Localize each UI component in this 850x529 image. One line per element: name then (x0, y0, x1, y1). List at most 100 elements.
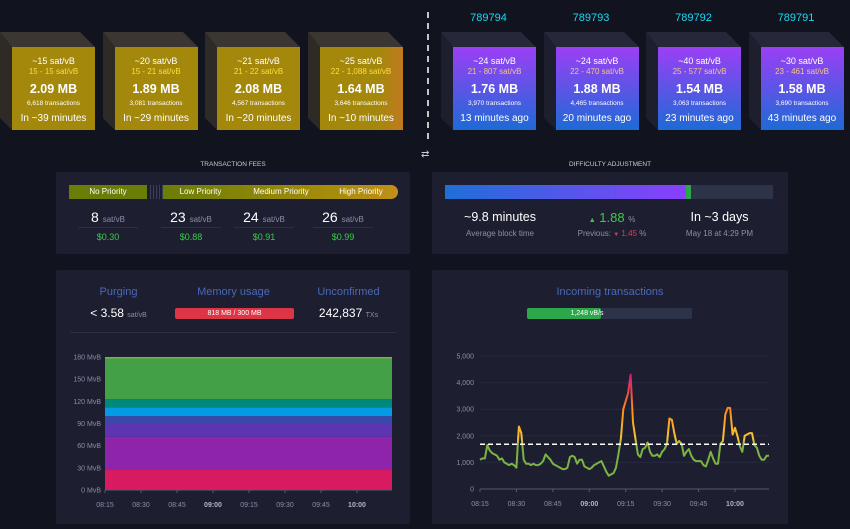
fee-value: 23 (170, 209, 186, 225)
incoming-line (479, 373, 769, 477)
fees-title: Transaction Fees (200, 161, 266, 168)
avg-block-time: ~9.8 minutes (464, 210, 536, 224)
switch-arrows-icon[interactable]: ⇄ (421, 149, 430, 160)
previous-value: 1.45 (621, 229, 637, 238)
fee-column: 26 sat/vB $0.99 (303, 209, 383, 242)
block-height[interactable]: 789794 (470, 12, 507, 24)
x-tick-label: 09:45 (312, 502, 330, 509)
fee-range: 15 - 21 sat/vB (131, 67, 181, 76)
difficulty-progress-bar (445, 185, 773, 199)
median-fee: ~30 sat/vB (780, 56, 824, 66)
incoming-chart[interactable]: 0 1,000 2,000 3,000 4,000 5,000 08:15 08:30 08:4… (432, 340, 788, 520)
fee-usd: $0.30 (96, 232, 120, 242)
mempool-block[interactable]: ~21 sat/vB 21 - 22 sat/vB 2.08 MB 4,567 tra… (205, 32, 301, 132)
mempool-block[interactable]: ~15 sat/vB 15 - 15 sat/vB 2.09 MB 6,618 tra… (0, 32, 96, 132)
x-tick-label: 09:30 (276, 502, 294, 509)
tx-count: 4,567 transactions (231, 100, 286, 107)
block-time: In ~29 minutes (123, 113, 189, 124)
fees-panel: No Priority Low Priority Medium Priority… (56, 172, 410, 254)
fee-usd: $0.88 (179, 232, 203, 242)
up-arrow-icon: ▲ (588, 217, 596, 224)
mempool-block[interactable]: ~25 sat/vB 22 - 1,088 sat/vB 1.64 MB 3,646 … (307, 32, 404, 132)
priority-bar: Low Priority Medium Priority High Priori… (163, 185, 398, 199)
tx-count: 3,081 transactions (129, 100, 183, 107)
memory-usage-label: Memory usage (197, 286, 270, 298)
fee-range: 25 - 577 sat/vB (672, 67, 727, 76)
block-time: 43 minutes ago (767, 113, 837, 124)
previous-change: Previous: ▼ 1.45 % (552, 229, 672, 238)
block-size: 1.88 MB (573, 82, 621, 96)
block-height[interactable]: 789793 (572, 12, 610, 24)
y-tick-label: 150 MvB (73, 377, 101, 384)
fee-range: 15 - 15 sat/vB (28, 67, 79, 76)
y-tick-label: 30 MvB (77, 465, 101, 472)
fee-rate: 24 sat/vB (234, 209, 294, 228)
y-tick-label: 4,000 (456, 380, 474, 387)
medium-priority-label: Medium Priority (253, 187, 309, 196)
fees-gap (150, 185, 164, 199)
block-size: 2.09 MB (29, 82, 78, 96)
block-height[interactable]: 789792 (675, 12, 712, 24)
mempool-size-chart[interactable]: 0 MvB 30 MvB 60 MvB 90 MvB 120 MvB 150 MvB 180… (56, 340, 410, 520)
tx-count: 4,465 transactions (570, 100, 624, 107)
x-tick-label: 10:00 (726, 501, 744, 508)
chain-block[interactable]: ~24 sat/vB 21 - 807 sat/vB 1.76 MB 3,970 tr… (441, 12, 537, 132)
y-tick-label: 0 MvB (81, 488, 101, 495)
memory-usage-bar: 818 MB / 300 MB (175, 308, 294, 319)
fee-value: 26 (322, 209, 338, 225)
area-layer-3 (105, 416, 392, 424)
median-fee: ~24 sat/vB (473, 56, 516, 66)
y-tick-label: 1,000 (456, 460, 474, 467)
block-size: 1.89 MB (132, 82, 180, 96)
tx-count: 3,063 transactions (672, 100, 727, 107)
incoming-rate-bar: 1,248 vB/s (527, 308, 692, 319)
incoming-title: Incoming transactions (556, 286, 664, 298)
chain-block[interactable]: ~24 sat/vB 22 - 470 sat/vB 1.88 MB 4,465 tr… (543, 12, 640, 132)
x-tick-label: 09:15 (617, 501, 635, 508)
difficulty-change-value: 1.88 (599, 210, 625, 225)
y-tick-label: 2,000 (456, 433, 474, 440)
fee-value: 8 (91, 209, 99, 225)
unconfirmed-value: 242,837 TXs (296, 306, 401, 320)
block-size: 1.76 MB (470, 82, 519, 96)
fee-rate: 26 sat/vB (313, 209, 373, 228)
fee-unit: sat/vB (262, 215, 285, 224)
y-tick-label: 5,000 (456, 354, 474, 361)
x-tick-label: 08:45 (168, 502, 186, 509)
tx-count: 3,646 transactions (334, 100, 388, 107)
fee-range: 23 - 461 sat/vB (775, 67, 829, 76)
difficulty-progress-fill (445, 185, 691, 199)
difficulty-change-unit: % (628, 215, 636, 224)
median-fee: ~21 sat/vB (237, 56, 280, 66)
x-tick-label: 09:00 (204, 502, 222, 509)
chain-block[interactable]: ~40 sat/vB 25 - 577 sat/vB 1.54 MB 3,063 tr… (646, 12, 742, 132)
purging-label: Purging (99, 286, 138, 298)
median-fee: ~40 sat/vB (678, 56, 721, 66)
low-priority-label: Low Priority (179, 187, 222, 196)
y-tick-label: 0 (470, 487, 474, 494)
x-tick-label: 08:45 (544, 501, 562, 508)
tx-count: 3,690 transactions (775, 100, 829, 107)
down-arrow-icon: ▼ (613, 232, 620, 238)
x-tick-label: 08:15 (471, 501, 489, 508)
y-tick-label: 120 MvB (73, 399, 101, 406)
block-time: In ~20 minutes (225, 113, 292, 124)
unconfirmed-number: 242,837 (318, 306, 363, 320)
x-tick-label: 08:30 (132, 502, 150, 509)
fee-range: 22 - 1,088 sat/vB (330, 67, 392, 76)
block-time: In ~10 minutes (328, 113, 394, 124)
fee-rate: 23 sat/vB (161, 209, 221, 228)
median-fee: ~20 sat/vB (134, 56, 178, 66)
purging-value: < 3.58 sat/vB (66, 306, 171, 320)
difficulty-eta-date: May 18 at 4:29 PM (685, 229, 754, 238)
area-layer-0 (105, 469, 392, 490)
unconfirmed-unit: TXs (365, 312, 379, 319)
block-time: 23 minutes ago (665, 113, 734, 124)
mempool-block[interactable]: ~20 sat/vB 15 - 21 sat/vB 1.89 MB 3,081 tra… (102, 32, 199, 132)
previous-label: Previous: (577, 229, 611, 238)
area-layer-4 (105, 407, 392, 417)
block-height[interactable]: 789791 (777, 12, 815, 24)
chain-block[interactable]: ~30 sat/vB 23 - 461 sat/vB 1.58 MB 3,690 tr… (748, 12, 845, 132)
fee-usd: $0.91 (252, 232, 276, 242)
purging-number: < 3.58 (90, 306, 124, 320)
